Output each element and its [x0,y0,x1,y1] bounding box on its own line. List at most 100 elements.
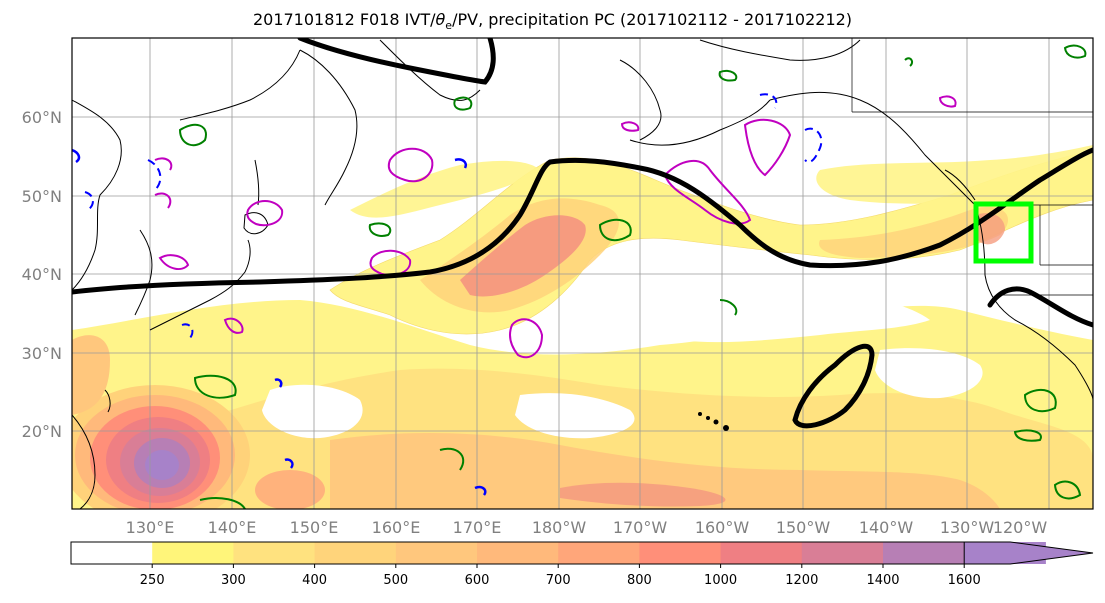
lat-label-20n: 20°N [22,422,62,441]
title-sub: e [445,19,453,33]
colorbar-tick-label: 250 [140,573,165,588]
theta-contour [743,118,792,177]
theta-neg-contour [84,191,94,211]
theta-contour [158,254,190,271]
lon-label-170w: 170°W [613,518,668,537]
theta-contour [620,121,640,132]
coast-okhotsk [179,49,301,121]
theta-neg-contour [181,323,194,339]
pv-contour [1013,429,1042,442]
pv-contour [1023,388,1057,413]
title-theta: θ [435,10,446,29]
jet-contour-main [72,147,1093,295]
ivt-subtropical-orange [330,433,1000,509]
colorbar-tick-label: 1600 [948,573,981,588]
pv-contour [193,374,237,399]
gridlines [72,38,1093,509]
ivt-core-150e [255,470,325,509]
coast-alaska-north [699,39,861,61]
theta-contour [154,192,172,209]
lat-label-50n: 50°N [22,187,62,206]
lat-label-40n: 40°N [22,265,62,284]
lon-label-150e: 150°E [290,518,339,537]
colorbar-segment [71,542,153,564]
lon-label-140w: 140°W [859,518,914,537]
colorbar-segment [639,542,722,564]
ivt-gap-1 [637,288,930,343]
theta-neg-contour [147,159,162,191]
theta-contour [938,95,957,108]
hawaii-islands [698,412,729,431]
theta-contour [387,147,434,183]
colorbar-segment [720,542,803,564]
pv-contour [439,447,465,471]
theta-contour [509,318,544,359]
ivt-gap-3 [515,393,635,439]
colorbar-tick-label: 1200 [785,573,818,588]
title-prefix: 2017101812 F018 IVT/ [252,10,436,29]
map-frame [71,37,1094,510]
theta-neg-contour [804,127,823,163]
theta-contour [246,200,284,227]
coastlines [72,39,1093,509]
lon-label-160e: 160°E [372,518,421,537]
latitude-labels: 20°N 30°N 40°N 50°N 60°N [22,108,62,441]
coast-aleutians [629,99,771,146]
theta-contour [663,160,752,225]
pv-contour [368,222,392,237]
pv-contour [1053,480,1082,500]
ivt-band-core [460,215,586,297]
jet-contour-east [987,286,1093,328]
theta-contours [154,95,957,359]
colorbar-segment [395,542,478,564]
colorbar-tick-label: 500 [383,573,408,588]
coast-siberia-east [379,39,481,101]
coast-japan [149,239,251,331]
theta-contour [223,317,244,334]
lon-label-170e: 170°E [453,518,502,537]
colorbar-segment [801,542,884,564]
colorbar-segment [883,542,965,564]
lon-label-150w: 150°W [776,518,831,537]
theta-neg-contours [84,93,823,339]
colorbar-segment [558,542,640,564]
ivt-west-strip [72,335,110,415]
coast-na-west [974,204,1093,401]
coast-alaska-west [619,59,662,141]
ivt-band-east [819,206,1009,258]
theta-contour [154,157,173,171]
lon-label-120w: 120°W [993,518,1048,537]
title-suffix: /PV, precipitation PC (2017102112 - 2017… [452,10,853,29]
coast-taiwan [104,389,111,413]
coast-vancouver [944,169,976,201]
colorbar-segment [233,542,316,564]
pv-contour [178,123,207,147]
lon-label-180w: 180°W [532,518,587,537]
colorbar-segment [152,542,234,564]
lon-label-130w: 130°W [940,518,995,537]
typhoon-ivt [72,385,250,509]
colorbar-tick-label: 300 [221,573,246,588]
boundaries [851,38,1093,296]
ivt-gap-2 [262,384,363,439]
coast-asia [72,99,122,291]
colorbar-segment [314,542,397,564]
colorbar-tick-label: 400 [302,573,327,588]
coast-kamchatka [299,49,358,206]
coast-alaska-south [769,92,976,206]
ivt-north-band [350,160,540,218]
map-title: 2017101812 F018 IVT/θe/PV, precipitation… [0,10,1105,32]
lat-label-30n: 30°N [22,344,62,363]
lon-label-140e: 140°E [208,518,257,537]
lon-label-160w: 160°W [695,518,750,537]
pv-contour [1063,44,1087,59]
coast-korea [134,229,153,316]
ivt-gap-4 [875,348,983,399]
lat-label-60n: 60°N [22,108,62,127]
jet-contour-loop [792,343,875,429]
coast-philippines [72,414,96,509]
theta-neg-contours-solid [72,148,487,496]
pv-contour [453,96,473,111]
pv-contour [904,57,914,67]
theta-neg-contour [759,93,778,109]
